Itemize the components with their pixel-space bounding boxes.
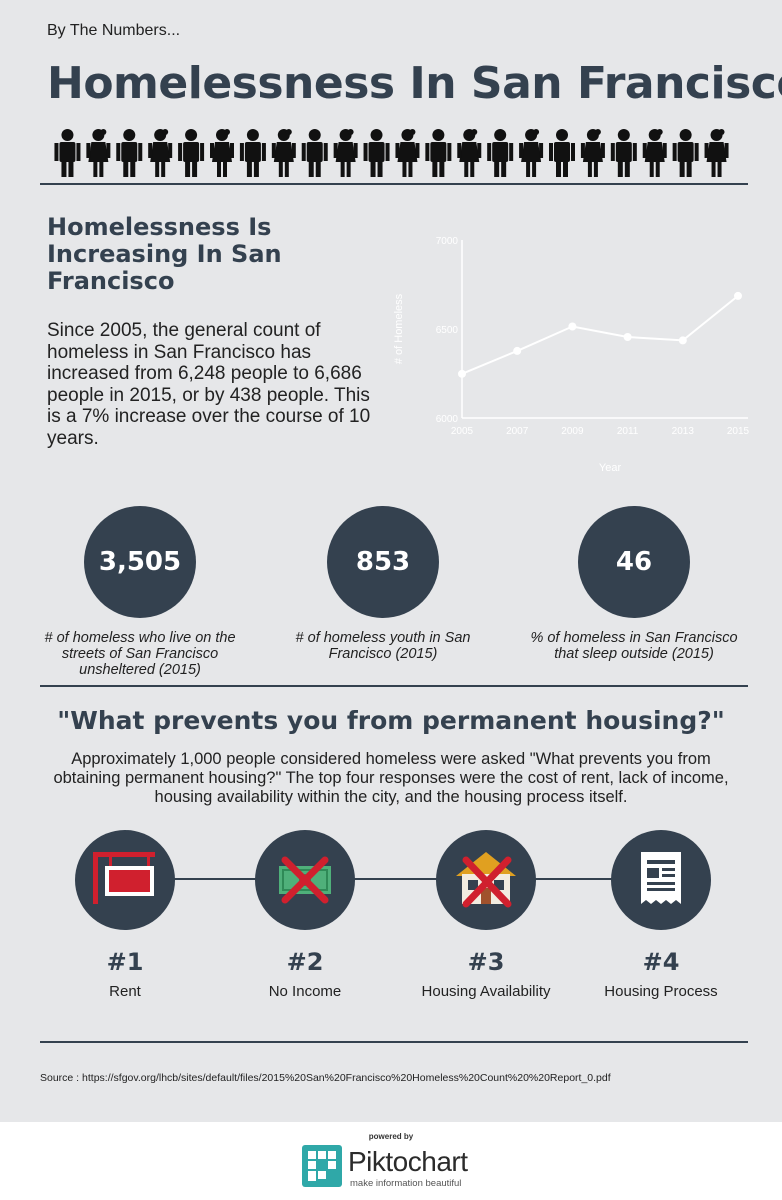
for-rent-sign-icon <box>93 852 155 904</box>
chart-y-tick-label: 7000 <box>436 236 459 247</box>
female-figure-icon <box>395 129 420 177</box>
divider-middle <box>40 685 748 687</box>
stat-circle-outside: 46 <box>578 506 690 618</box>
male-figure-icon <box>549 129 575 177</box>
reason-label-process: Housing Process <box>604 983 718 1000</box>
male-figure-icon <box>301 129 328 177</box>
chart-series-line <box>461 295 739 375</box>
female-figure-icon <box>704 129 729 177</box>
male-figure-icon <box>363 129 390 177</box>
stat-caption-unsheltered: # of homeless who live on the streets of… <box>44 630 236 678</box>
chart-data-point <box>623 333 632 342</box>
female-figure-icon <box>457 129 482 177</box>
divider-bottom <box>40 1041 748 1043</box>
chart-x-tick-label: 2007 <box>506 426 529 437</box>
people-figures-row <box>54 129 729 177</box>
page-title: Homelessness In San Francisco <box>47 58 782 109</box>
male-figure-icon <box>610 129 637 177</box>
stat-caption-outside: % of homeless in San Francisco that slee… <box>530 630 738 662</box>
male-figure-icon <box>239 129 266 177</box>
reason-rank-2: #2 <box>286 948 324 976</box>
male-figure-icon <box>116 129 143 177</box>
piktochart-tagline: make information beautiful <box>350 1178 462 1189</box>
section-title-increasing: Homelessness Is Increasing In San Franci… <box>47 213 282 295</box>
powered-by-text: powered by <box>368 1132 414 1141</box>
chart-y-tick-label: 6000 <box>436 414 459 425</box>
reason-circle-income <box>255 830 355 930</box>
section-body-prevents: Approximately 1,000 people considered ho… <box>53 750 729 806</box>
reason-rank-4: #4 <box>642 948 680 976</box>
chart-data-point <box>734 291 742 300</box>
male-figure-icon <box>672 129 699 177</box>
chart-x-tick-label: 2009 <box>561 426 584 437</box>
male-figure-icon <box>487 129 514 177</box>
female-figure-icon <box>333 129 358 177</box>
reason-rank-1: #1 <box>106 948 144 976</box>
male-figure-icon <box>425 129 452 177</box>
footer-bar <box>0 1122 782 1200</box>
female-figure-icon <box>148 129 173 177</box>
reason-circle-rent <box>75 830 175 930</box>
chart-x-axis-label: Year <box>599 462 622 474</box>
chart-data-point <box>458 369 466 378</box>
section-body-increasing: Since 2005, the general count of homeles… <box>47 320 371 449</box>
reason-circle-process <box>611 830 711 930</box>
female-figure-icon <box>642 129 667 177</box>
stat-circle-youth: 853 <box>327 506 439 618</box>
reason-circle-availability <box>436 830 536 930</box>
crossed-out-house-icon <box>456 852 516 908</box>
reasons-connector-line <box>125 878 660 880</box>
female-figure-icon <box>519 129 544 177</box>
female-figure-icon <box>271 129 296 177</box>
chart-x-tick-label: 2005 <box>451 426 474 437</box>
chart-data-point <box>513 346 522 355</box>
male-figure-icon <box>54 129 81 177</box>
chart-y-axis-label: # of Homeless <box>393 293 405 364</box>
piktochart-logo-icon <box>302 1145 342 1187</box>
piktochart-brand-name: Piktochart <box>348 1146 468 1177</box>
reason-rank-3: #3 <box>467 948 505 976</box>
document-icon <box>641 852 681 904</box>
crossed-out-money-icon <box>279 856 331 904</box>
reason-label-rent: Rent <box>109 983 141 1000</box>
stat-caption-youth: # of homeless youth in San Francisco (20… <box>295 630 471 662</box>
divider-top <box>40 183 748 185</box>
reason-label-income: No Income <box>268 983 342 1000</box>
stat-circle-unsheltered: 3,505 <box>84 506 196 618</box>
female-figure-icon <box>86 129 111 177</box>
section-title-prevents: "What prevents you from permanent housin… <box>57 706 725 735</box>
reason-label-availability: Housing Availability <box>421 983 551 1000</box>
chart-x-tick-label: 2015 <box>727 426 750 437</box>
source-citation: Source : https://sfgov.org/lhcb/sites/de… <box>40 1072 611 1084</box>
chart-x-tick-label: 2011 <box>617 426 639 437</box>
chart-data-point <box>678 336 687 345</box>
male-figure-icon <box>178 129 205 177</box>
kicker-text: By The Numbers... <box>47 22 181 39</box>
female-figure-icon <box>580 129 605 177</box>
chart-y-tick-label: 6500 <box>436 325 459 336</box>
chart-x-tick-label: 2013 <box>672 426 695 437</box>
female-figure-icon <box>210 129 234 177</box>
chart-data-point <box>568 322 577 331</box>
